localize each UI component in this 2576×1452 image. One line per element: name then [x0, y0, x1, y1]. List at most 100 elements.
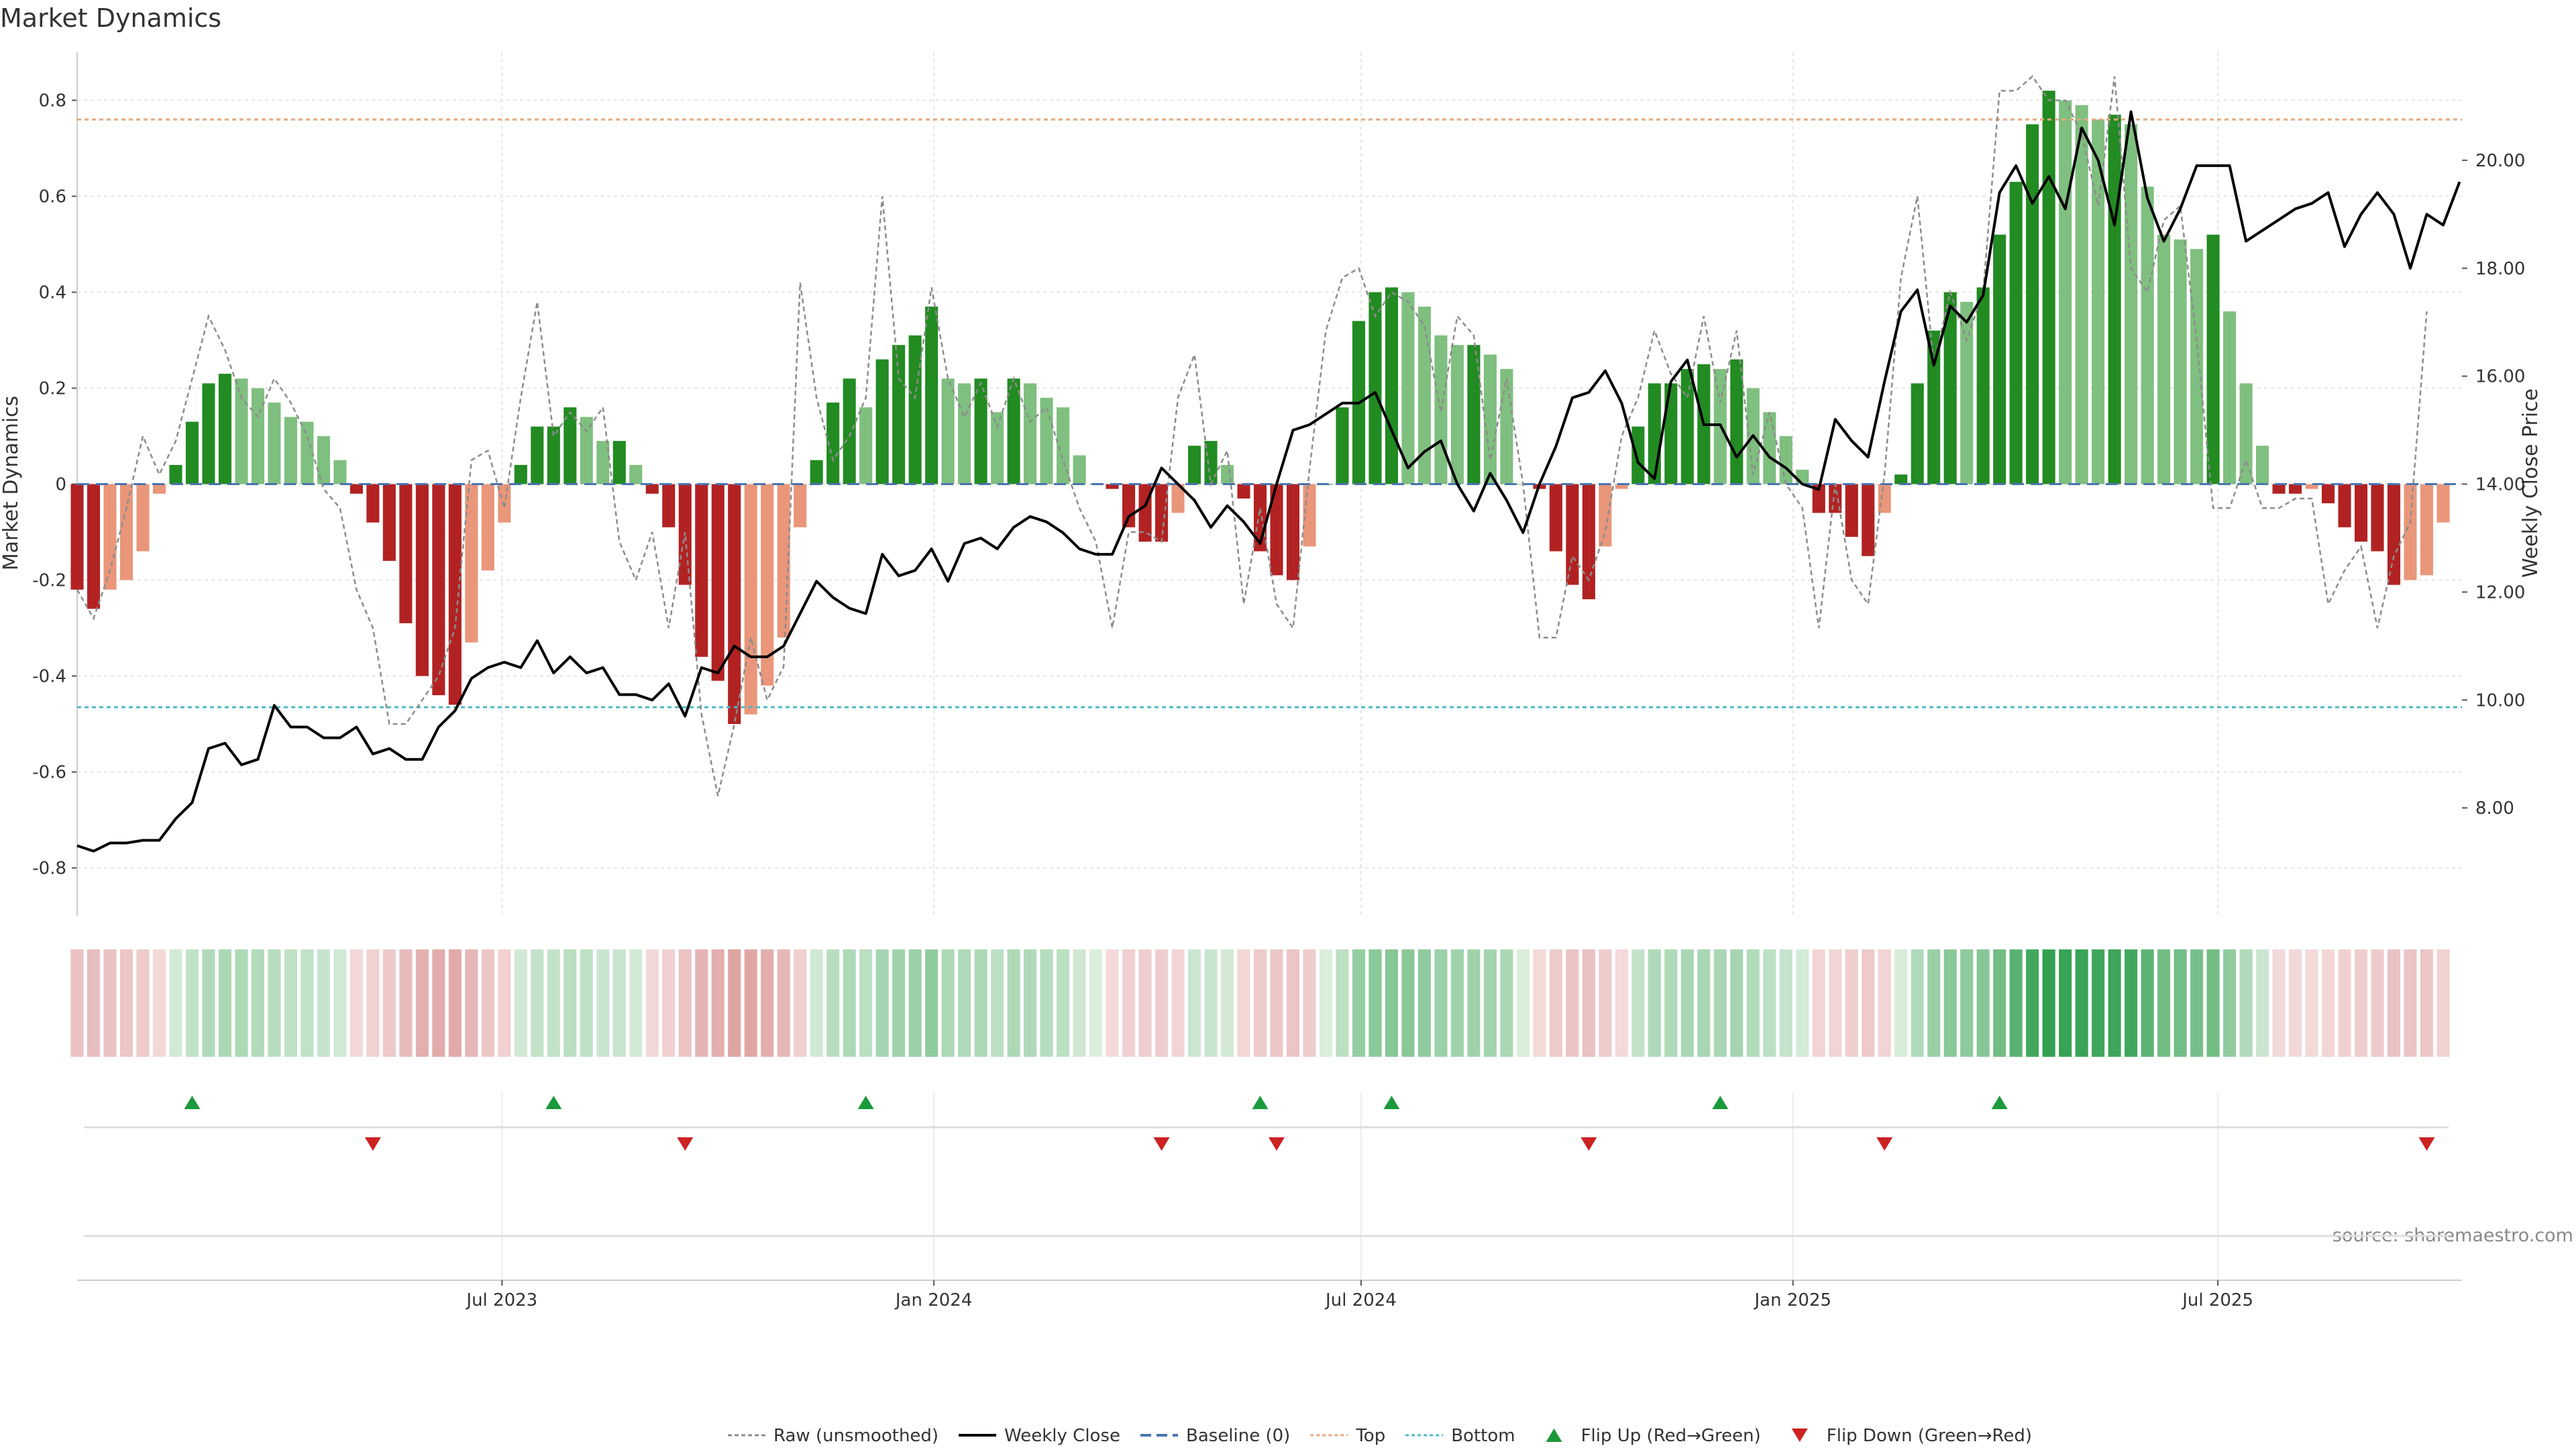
heat-cell [1862, 949, 1875, 1057]
flip-down-marker [1876, 1137, 1893, 1151]
heat-cell [629, 949, 643, 1057]
heat-cell [1911, 949, 1924, 1057]
bar [941, 378, 955, 484]
heat-cell [974, 949, 987, 1057]
heat-cell [350, 949, 363, 1057]
heat-cell [564, 949, 577, 1057]
bar [761, 484, 774, 686]
heat-cell [695, 949, 708, 1057]
bar [892, 345, 906, 484]
heat-cell [794, 949, 807, 1057]
legend-item-raw: Raw (unsmoothed) [728, 1426, 938, 1446]
bar [991, 412, 1004, 484]
heat-cell [728, 949, 741, 1057]
bar [2141, 187, 2154, 484]
bar [1549, 484, 1562, 552]
bar [826, 402, 840, 484]
legend-item-bottom: Bottom [1405, 1426, 1515, 1446]
bar [2239, 383, 2253, 484]
bar [2042, 91, 2055, 484]
heat-cell [1927, 949, 1941, 1057]
bar [1303, 484, 1316, 547]
heat-cell [2141, 949, 2154, 1057]
heat-cell [432, 949, 445, 1057]
bar [1615, 484, 1628, 489]
bar [1500, 368, 1513, 484]
bar [202, 383, 215, 484]
heat-cell [1878, 949, 1891, 1057]
heat-cell [1171, 949, 1185, 1057]
bar [1204, 441, 1218, 484]
bar [415, 484, 429, 676]
legend-item-flipup: Flip Up (Red→Green) [1546, 1426, 1761, 1446]
y-tick-label-left: -0.6 [32, 763, 66, 783]
heat-cell [301, 949, 314, 1057]
heat-cell [169, 949, 182, 1057]
bar [2206, 234, 2220, 484]
bar [1237, 484, 1250, 499]
heat-cell [925, 949, 938, 1057]
heat-cell [596, 949, 610, 1057]
heat-cell [1040, 949, 1053, 1057]
heat-cell [1829, 949, 1842, 1057]
heat-cell [2223, 949, 2237, 1057]
bar [1763, 412, 1776, 484]
flip-up-marker [857, 1096, 874, 1109]
heat-cell [1713, 949, 1727, 1057]
heat-cell [1993, 949, 2006, 1057]
y-tick-label-right: 12.00 [2475, 582, 2525, 603]
flip-up-marker [545, 1096, 562, 1109]
bar [1024, 383, 1037, 484]
bar [1664, 383, 1678, 484]
heat-cell [1631, 949, 1645, 1057]
y-tick-label-left: 0.4 [39, 283, 66, 303]
heat-cell [2322, 949, 2335, 1057]
flip-down-marker [1153, 1137, 1170, 1151]
legend-label: Bottom [1451, 1426, 1515, 1446]
heat-cell [2354, 949, 2368, 1057]
bar [136, 484, 150, 552]
legend-label: Flip Up (Red→Green) [1581, 1426, 1761, 1446]
bar [958, 383, 971, 484]
bar [629, 464, 643, 484]
heat-cell [547, 949, 560, 1057]
heat-cell [2125, 949, 2138, 1057]
bar [2223, 311, 2237, 484]
heat-cell [1582, 949, 1595, 1057]
legend-item-close: Weekly Close [959, 1426, 1120, 1446]
flip-down-marker [364, 1137, 381, 1151]
bar [580, 417, 593, 484]
bar [1796, 470, 1809, 484]
heat-cell [991, 949, 1004, 1057]
heat-cell [415, 949, 429, 1057]
bar [1582, 484, 1595, 600]
heat-cell [382, 949, 396, 1057]
heat-cell [1155, 949, 1169, 1057]
heat-cell [1024, 949, 1037, 1057]
heat-cell [498, 949, 511, 1057]
bar [1007, 378, 1020, 484]
bar [251, 388, 264, 484]
x-tick-label: Jul 2024 [1324, 1290, 1397, 1310]
bar [2272, 484, 2286, 494]
heat-cell [1599, 949, 1612, 1057]
heat-cell [1450, 949, 1464, 1057]
heat-cell [1057, 949, 1070, 1057]
heat-cell [103, 949, 117, 1057]
legend-swatch [1791, 1429, 1808, 1442]
heat-cell [2092, 949, 2105, 1057]
heat-cell [2108, 949, 2121, 1057]
bar [2404, 484, 2417, 580]
heat-cell [941, 949, 955, 1057]
bar [2075, 105, 2088, 484]
y-tick-label-right: 14.00 [2475, 475, 2525, 495]
bar [2009, 182, 2023, 484]
bar [794, 484, 807, 527]
bar [1976, 287, 1990, 484]
heat-cell [251, 949, 264, 1057]
bar [2157, 234, 2171, 484]
heat-cell [1270, 949, 1283, 1057]
heat-cell [1960, 949, 1974, 1057]
bar [1336, 407, 1349, 484]
